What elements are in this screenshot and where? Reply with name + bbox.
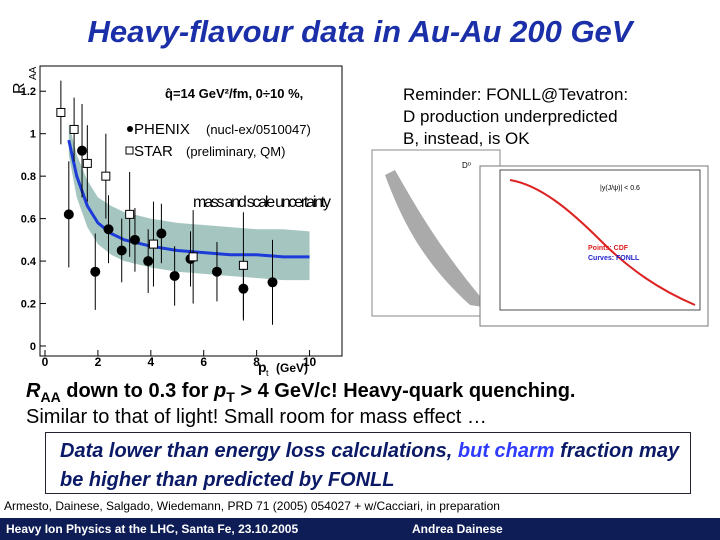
legend-marker <box>125 146 134 155</box>
text: AA <box>40 389 61 405</box>
x-axis-label-sub: t <box>266 368 269 378</box>
data-point <box>148 239 158 249</box>
data-point <box>125 209 135 219</box>
text: > 4 GeV/c! Heavy-quark quenching. <box>234 380 576 402</box>
text: p <box>214 380 227 402</box>
mid-plot-band <box>385 170 490 308</box>
data-point <box>103 224 114 235</box>
y-tick-label: 0.8 <box>21 171 36 183</box>
data-point <box>56 107 66 117</box>
statement: RAA down to 0.3 for pT > 4 GeV/c! Heavy-… <box>26 380 575 405</box>
mid-plot-label: D⁰ <box>462 161 471 170</box>
band-label: mass and scale uncertainty <box>193 194 331 211</box>
y-tick-label: 0 <box>30 341 36 353</box>
y-tick-label: 1.2 <box>21 86 36 98</box>
reminder: Reminder: FONLL@Tevatron: D production u… <box>403 84 628 150</box>
data-point <box>90 266 101 277</box>
legend-marker <box>127 126 133 132</box>
x-tick-label: 10 <box>303 355 317 369</box>
reminder-line: D production underpredicted <box>403 107 618 126</box>
y-tick-label: 0.6 <box>21 214 36 226</box>
footer-left: Heavy Ion Physics at the LHC, Santa Fe, … <box>6 522 299 536</box>
y-tick-label: 1 <box>30 129 36 141</box>
text: but charm <box>457 440 555 462</box>
footer-right: Andrea Dainese <box>412 522 503 536</box>
x-tick-label: 0 <box>42 355 49 369</box>
x-tick-label: 6 <box>200 355 207 369</box>
x-axis-unit: (GeV) <box>276 361 308 375</box>
right-plot-curve <box>509 179 696 306</box>
data-point <box>211 266 222 277</box>
data-point <box>267 277 278 288</box>
data-point <box>82 158 92 168</box>
legend-name: STAR <box>134 143 173 160</box>
text: fraction may be higher than predicted by… <box>60 440 680 491</box>
right-plot-legend: Curves: FONLL <box>588 255 640 262</box>
text: down to 0.3 for <box>60 380 215 402</box>
data-point <box>169 270 180 281</box>
model-label: q̂=14 GeV²/fm, 0÷10 %, <box>165 86 303 101</box>
legend-note: (preliminary, QM) <box>186 144 285 159</box>
data-point <box>101 171 111 181</box>
reminder-line: Reminder: FONLL@Tevatron: <box>403 85 629 104</box>
legend-name: PHENIX <box>134 121 190 138</box>
data-point <box>77 145 88 156</box>
footer: Heavy Ion Physics at the LHC, Santa Fe, … <box>0 518 720 540</box>
data-point <box>238 260 248 270</box>
plots: D⁰ |y(J/ψ)| < 0.6 Points: CDF Curves: FO… <box>11 65 709 378</box>
text: T <box>226 389 235 405</box>
citation: Armesto, Dainese, Salgado, Wiedemann, PR… <box>4 499 500 513</box>
data-point <box>129 234 140 245</box>
data-point <box>156 228 167 239</box>
y-axis-label-sub: AA <box>28 66 39 80</box>
legend-note: (nucl-ex/0510047) <box>206 122 311 137</box>
plot-frame <box>39 65 343 357</box>
x-tick-label: 2 <box>95 355 102 369</box>
reminder-line: B, instead, is OK <box>403 129 530 148</box>
data-point <box>116 245 127 256</box>
right-plot-legend: Points: CDF <box>588 245 629 252</box>
y-tick-label: 0.2 <box>21 299 36 311</box>
y-tick-label: 0.4 <box>21 256 37 268</box>
data-point <box>63 209 74 220</box>
x-tick-label: 8 <box>253 355 260 369</box>
text: R <box>26 380 41 402</box>
highlight-box: Data lower than energy loss calculations… <box>45 432 691 494</box>
right-plot-axes <box>499 169 701 311</box>
right-plot-cut: |y(J/ψ)| < 0.6 <box>600 185 640 192</box>
right-plot-frame <box>479 165 709 327</box>
y-axis-label: R <box>11 82 28 94</box>
statement: Similar to that of light! Small room for… <box>26 406 487 428</box>
data-point <box>69 124 79 134</box>
x-tick-label: 4 <box>147 355 154 369</box>
data-point <box>143 256 154 267</box>
slide-title: Heavy-flavour data in Au-Au 200 GeV <box>87 14 633 49</box>
data-point <box>188 252 198 262</box>
x-axis-label: p <box>258 359 267 375</box>
text: Data lower than energy loss calculations… <box>60 440 458 462</box>
